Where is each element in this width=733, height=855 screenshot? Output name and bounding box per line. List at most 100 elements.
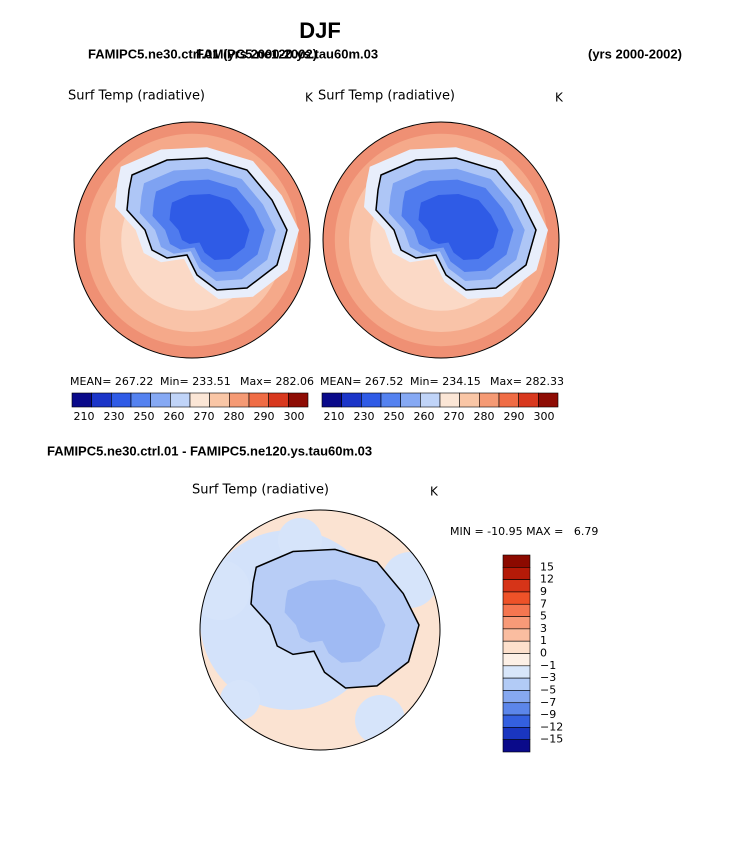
colorbar-box: [502, 603, 531, 617]
colorbar-label: 280: [474, 410, 495, 423]
colorbar-label: 7: [540, 597, 547, 610]
colorbar-box: [439, 392, 460, 408]
map: [74, 122, 310, 358]
colorbar-box: [502, 739, 531, 753]
stats-label: MEAN= 267.52: [320, 375, 403, 388]
map-border: [322, 121, 560, 359]
colorbar-label: 280: [224, 410, 245, 423]
variable-label: Surf Temp (radiative): [192, 483, 329, 498]
colorbar-box: [502, 665, 531, 679]
map-border: [199, 509, 441, 751]
colorbar-label: 230: [104, 410, 125, 423]
colorbar-label: 9: [540, 585, 547, 598]
years-label: (yrs 2000-2002): [588, 46, 682, 61]
colorbar-box: [341, 392, 362, 408]
colorbar-label: −15: [540, 733, 563, 746]
colorbar-label: −3: [540, 671, 556, 684]
colorbar-box: [502, 591, 531, 605]
colorbar-label: −7: [540, 696, 556, 709]
variable-label: Surf Temp (radiative): [318, 89, 455, 104]
stats-label: MIN = -10.95 MAX = 6.79: [450, 525, 598, 538]
case-label: FAMIPC5.ne120.ys.tau60m.03: [196, 46, 378, 61]
colorbar-box: [288, 392, 309, 408]
colorbar-box: [361, 392, 382, 408]
colorbar-box: [502, 727, 531, 740]
ice-band: [418, 194, 499, 260]
colorbar-box: [502, 714, 531, 728]
colorbar-box: [420, 392, 441, 408]
colorbar-box: [91, 392, 112, 408]
colorbar-label: 290: [504, 410, 525, 423]
units-label: K: [555, 91, 564, 105]
diff-title: FAMIPC5.ne30.ctrl.01 - FAMIPC5.ne120.ys.…: [47, 443, 372, 458]
colorbar-box: [502, 690, 531, 704]
stats-label: Min= 234.15: [410, 375, 481, 388]
colorbar-label: 3: [540, 622, 547, 635]
colorbar-label: −5: [540, 683, 556, 696]
colorbar-box: [130, 392, 151, 408]
colorbar-box: [502, 702, 531, 716]
colorbar-label: 1: [540, 634, 547, 647]
colorbar-label: 250: [134, 410, 155, 423]
colorbar-label: 260: [414, 410, 435, 423]
map-patch: [355, 695, 405, 745]
colorbar-box: [502, 628, 531, 642]
map: [323, 122, 559, 358]
ice-band: [169, 194, 250, 260]
colorbar-label: 270: [444, 410, 465, 423]
colorbar-label: 290: [254, 410, 275, 423]
colorbar-box: [538, 392, 559, 408]
colorbar-label: 270: [194, 410, 215, 423]
stats-label: Max= 282.33: [490, 375, 564, 388]
colorbar-box: [150, 392, 171, 408]
colorbar-box: [502, 567, 531, 580]
coastline: [126, 157, 288, 291]
map: [200, 510, 440, 750]
variable-label: Surf Temp (radiative): [68, 89, 205, 104]
stats-label: Min= 233.51: [160, 375, 231, 388]
colorbar-label: 250: [384, 410, 405, 423]
colorbar-box: [111, 392, 132, 408]
colorbar-box: [459, 392, 480, 408]
colorbar-label: 12: [540, 573, 554, 586]
colorbar-box: [502, 616, 531, 630]
colorbar-label: −1: [540, 659, 556, 672]
title: DJF: [299, 18, 341, 43]
colorbar-label: 15: [540, 560, 554, 573]
colorbar-label: 300: [534, 410, 555, 423]
ice-band: [284, 579, 386, 663]
colorbar-label: 300: [284, 410, 305, 423]
colorbar-box: [502, 653, 531, 667]
colorbar-label: 5: [540, 610, 547, 623]
colorbar-box: [209, 392, 230, 408]
colorbar-box: [479, 392, 500, 408]
colorbar-label: 210: [74, 410, 95, 423]
colorbar-box: [248, 392, 269, 408]
colorbar-box: [189, 392, 210, 408]
colorbar-box: [502, 554, 531, 568]
colorbar-box: [380, 392, 401, 408]
colorbar-box: [502, 640, 531, 654]
colorbar-box: [170, 392, 191, 408]
units-label: K: [430, 485, 439, 499]
colorbar-box: [502, 677, 531, 691]
colorbar-label: 260: [164, 410, 185, 423]
colorbar-box: [502, 579, 531, 593]
colorbar-label: 0: [540, 647, 547, 660]
colorbar-box: [498, 392, 519, 408]
map-patch: [220, 680, 260, 720]
map-patch: [200, 560, 250, 620]
colorbar-box: [268, 392, 289, 408]
coastline: [250, 548, 420, 689]
colorbar-label: 230: [354, 410, 375, 423]
colorbar-box: [229, 392, 250, 408]
colorbar-box: [71, 392, 92, 408]
colorbar-label: 210: [324, 410, 345, 423]
case-label: FAMIPC5.ne30.ctrl.01 (yrs 2000-2002): [88, 46, 317, 61]
colorbar-box: [400, 392, 421, 408]
units-label: K: [305, 91, 314, 105]
stats-label: Max= 282.06: [240, 375, 314, 388]
colorbar-box: [518, 392, 539, 408]
colorbar-box: [321, 392, 342, 408]
